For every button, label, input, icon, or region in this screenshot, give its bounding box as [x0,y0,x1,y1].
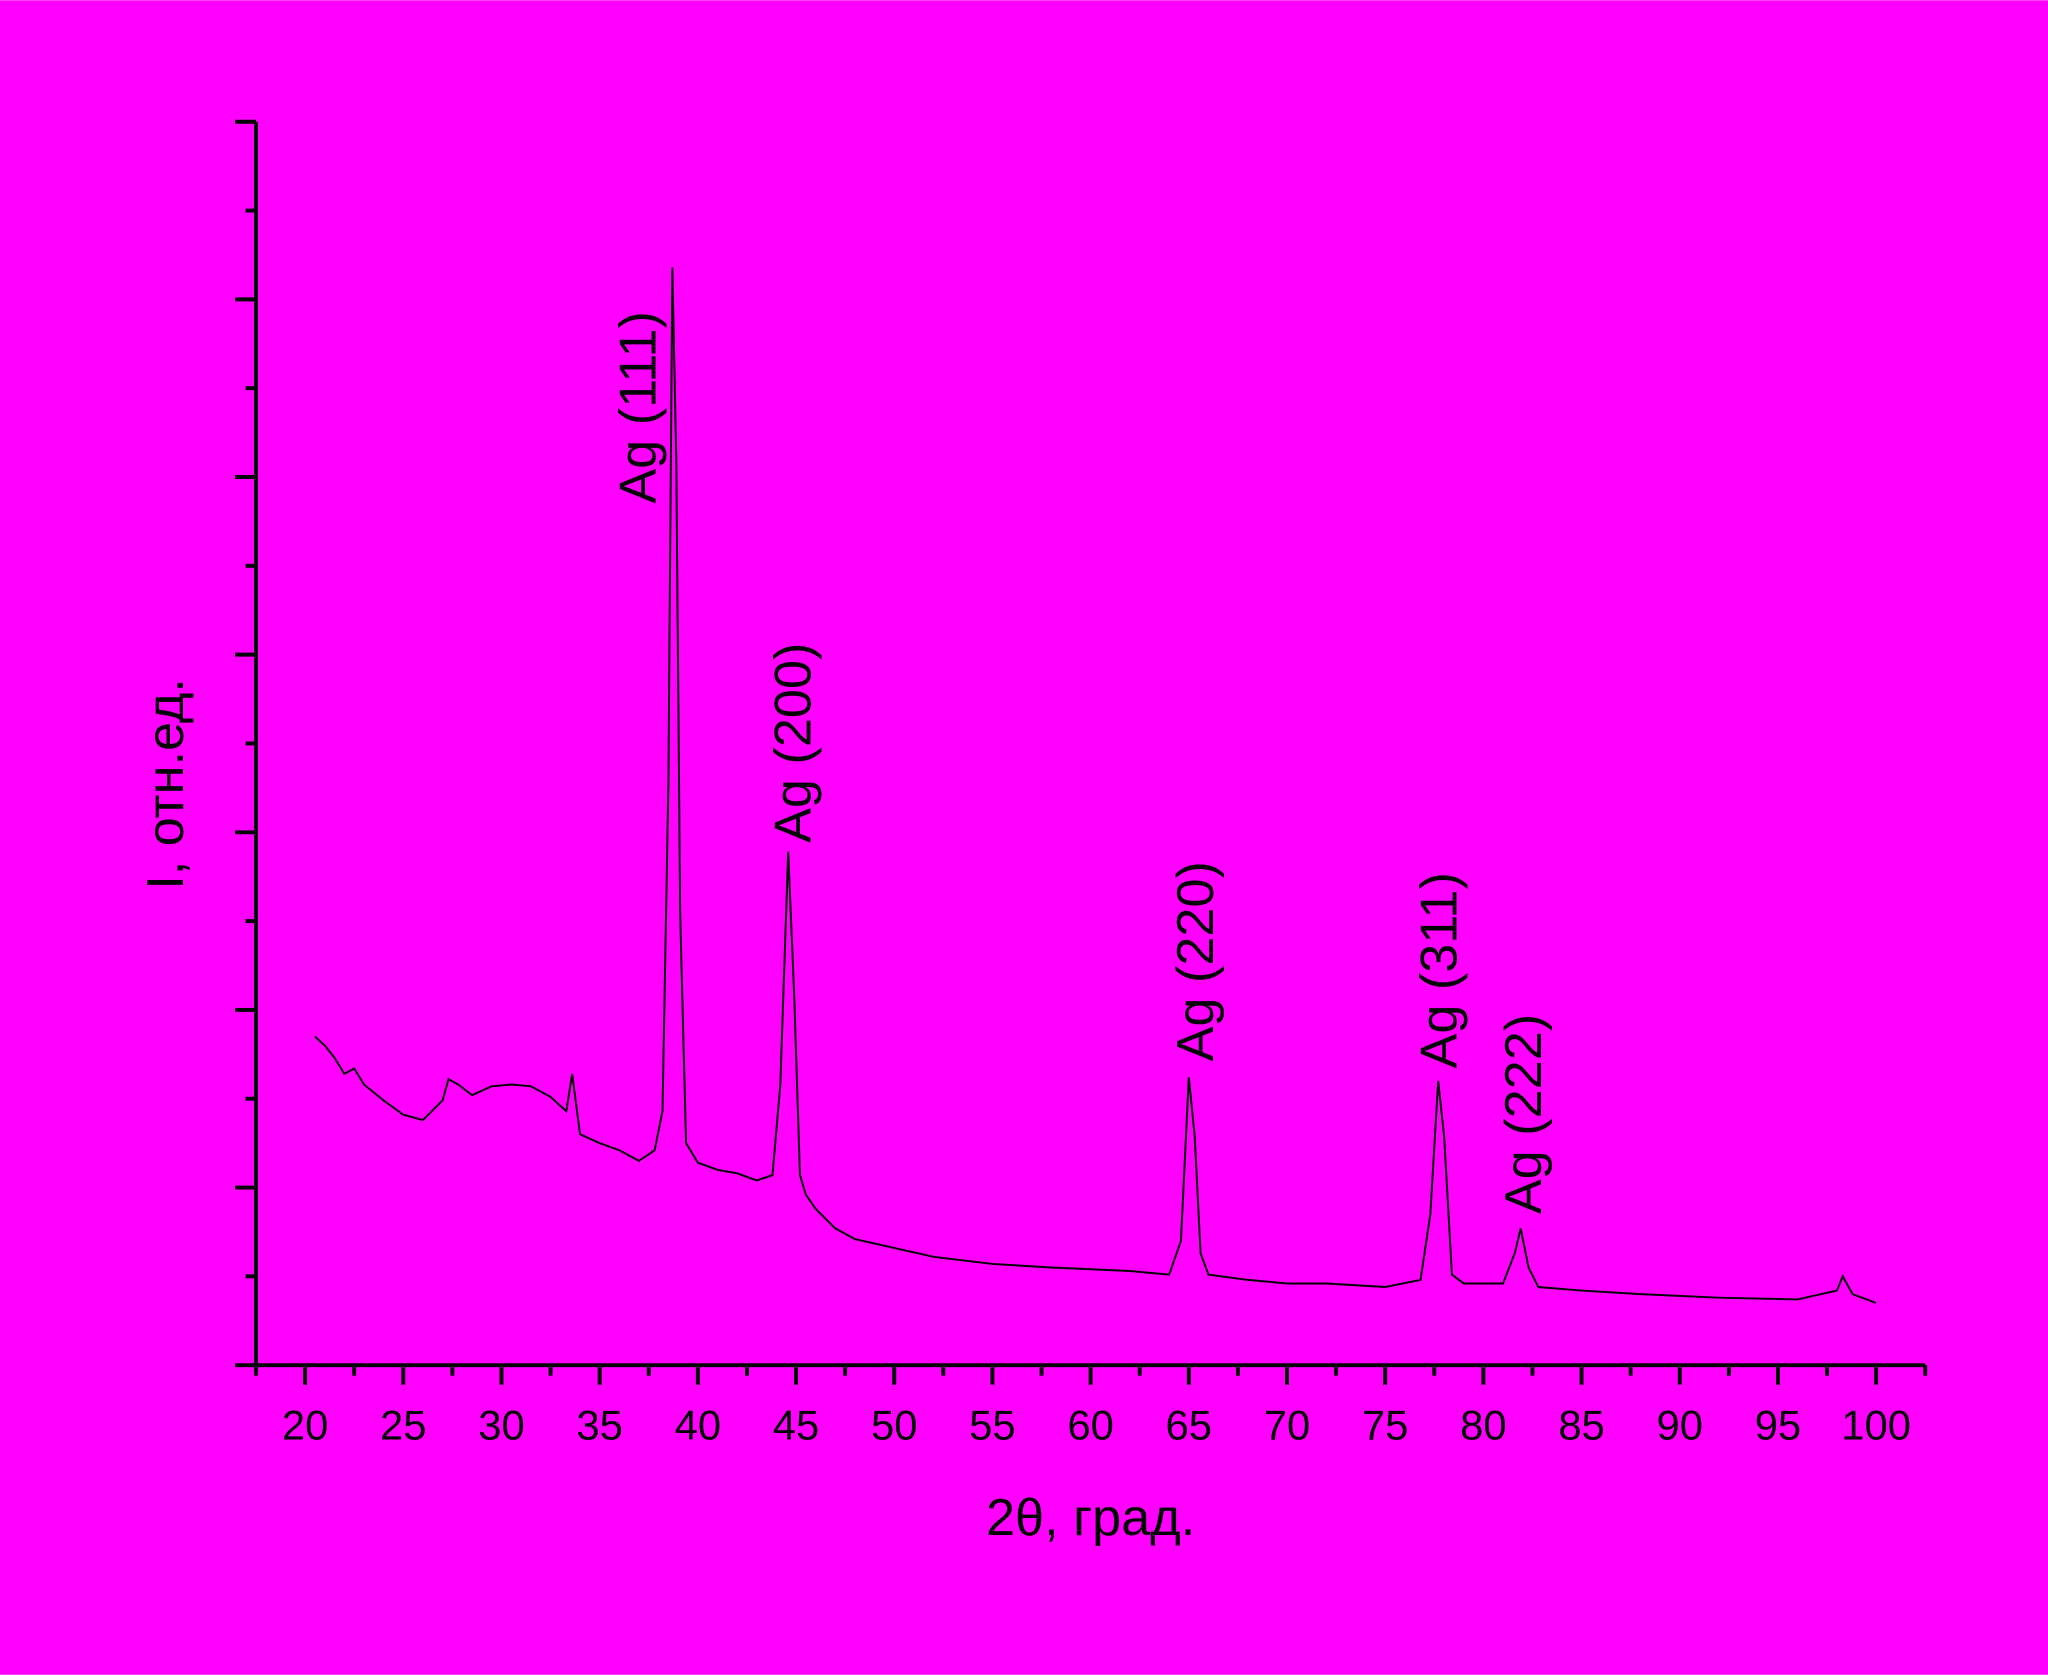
x-tick-label: 30 [478,1402,524,1449]
peak-annotation: Ag (111) [609,311,667,504]
x-tick-label: 35 [576,1402,622,1449]
x-tick-label: 80 [1460,1402,1506,1449]
peak-annotation: Ag (200) [764,643,822,843]
x-tick-label: 50 [871,1402,917,1449]
x-tick-label: 90 [1657,1402,1703,1449]
peak-annotation: Ag (222) [1495,1014,1553,1214]
peak-annotation: Ag (311) [1410,872,1468,1068]
x-tick-label: 55 [969,1402,1015,1449]
x-tick-label: 40 [675,1402,721,1449]
x-axis-label: 2θ, град. [986,1489,1195,1547]
x-tick-label: 100 [1841,1402,1911,1449]
x-tick-label: 70 [1264,1402,1310,1449]
x-tick-label: 45 [773,1402,819,1449]
x-tick-label: 60 [1067,1402,1113,1449]
x-tick-label: 20 [282,1402,328,1449]
x-tick-label: 65 [1166,1402,1212,1449]
y-axis-label: I, отн.ед. [137,678,195,890]
data-line [314,267,1877,1304]
x-tick-label: 85 [1558,1402,1604,1449]
x-tick-label: 25 [380,1402,426,1449]
peak-annotation: Ag (220) [1167,861,1225,1061]
x-tick-label: 95 [1755,1402,1801,1449]
x-tick-label: 75 [1362,1402,1408,1449]
